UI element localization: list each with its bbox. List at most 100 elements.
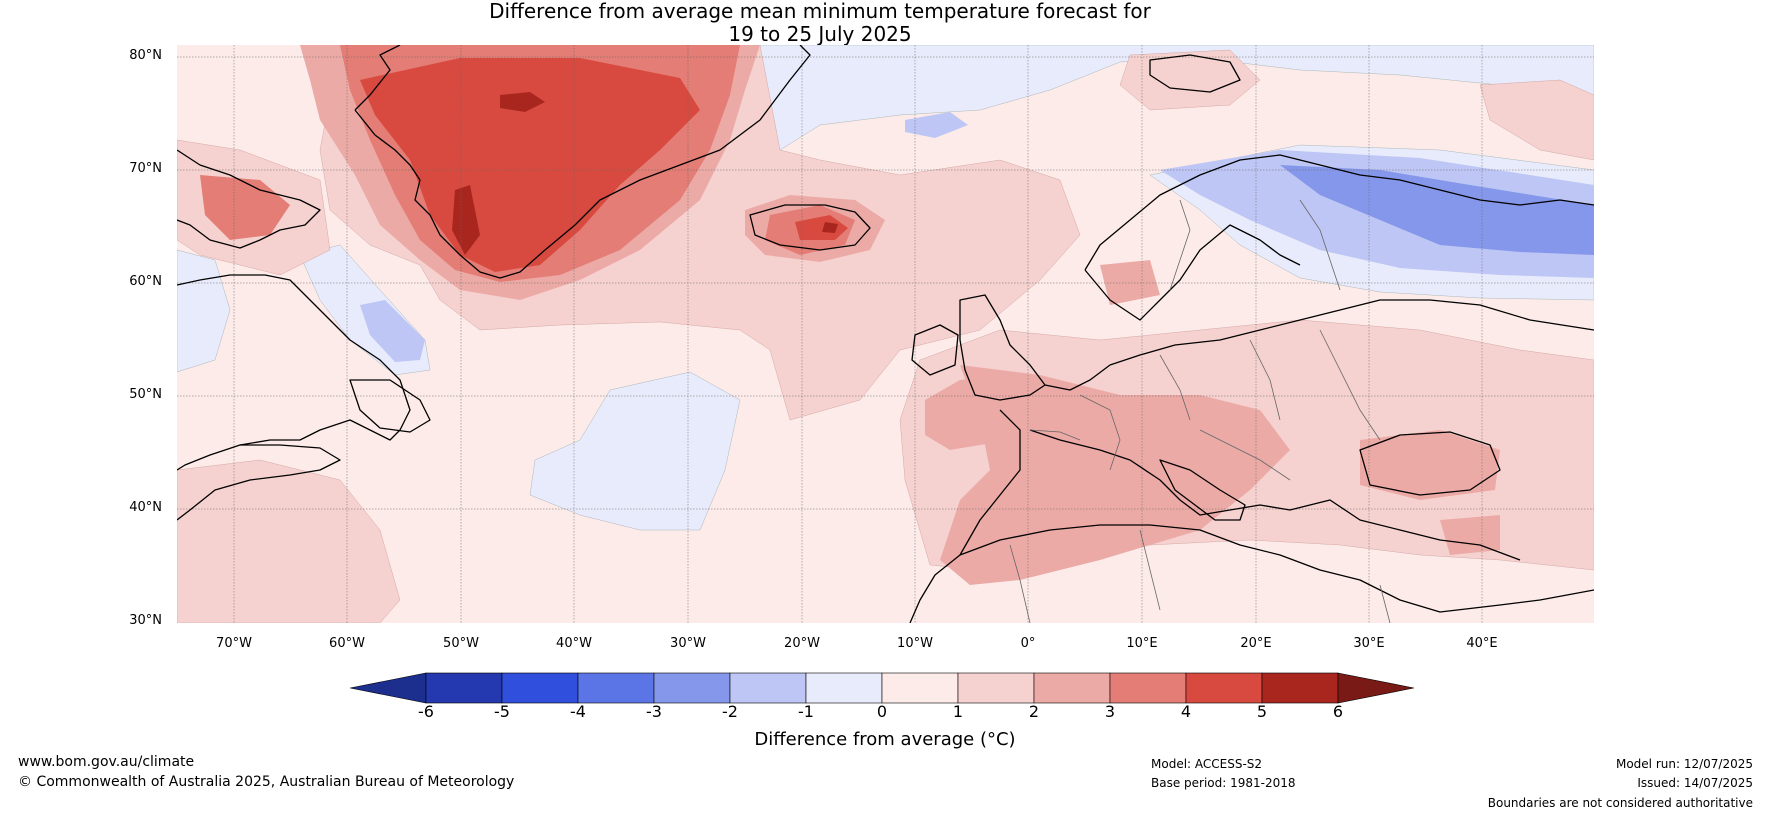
anomaly-zone-norwegian-sea-cool: [905, 112, 968, 138]
coastline-black-sea: [1359, 431, 1501, 496]
border-spain-france: [1029, 429, 1081, 441]
border-balkans: [1199, 429, 1291, 481]
coastline-europe-west: [1044, 299, 1594, 391]
graticule: [177, 45, 1594, 623]
base-period: Base period: 1981-2018: [1151, 776, 1296, 790]
anomaly-zone-labrador-cool: [177, 249, 231, 373]
title-line-1: Difference from average mean minimum tem…: [489, 0, 1151, 23]
anomaly-zone-russia-warm: [1479, 79, 1594, 161]
colorbar-tick-label: -4: [570, 702, 586, 721]
lon-tick-label: 60°W: [329, 636, 365, 651]
colorbar-swatch: [425, 672, 503, 704]
anomaly-zone-scandinavia-cool-strong: [1280, 165, 1594, 255]
coastline-scandinavia-south: [1084, 224, 1301, 321]
anomaly-zone-svalbard-warm: [1119, 49, 1261, 111]
coastline-iceland: [749, 204, 871, 251]
border-libya-egypt: [1379, 584, 1391, 623]
anomaly-zone-greenland-peak: [500, 92, 545, 112]
anomaly-zone-labrador-sea-cool-mid: [360, 300, 425, 362]
colorbar-swatch: [729, 672, 807, 704]
colorbar-swatch: [653, 672, 731, 704]
coastline-labrador: [177, 274, 411, 471]
model-run-date: Model run: 12/07/2025: [1615, 757, 1753, 771]
lon-tick-label: 10°E: [1126, 636, 1158, 651]
coastline-greenland-west: [354, 45, 401, 111]
colorbar-tick-label: -5: [494, 702, 510, 721]
border-poland-east: [1249, 339, 1281, 421]
lat-tick-label: 60°N: [129, 274, 162, 289]
boundaries-disclaimer: Boundaries are not considered authoritat…: [1487, 796, 1753, 810]
colorbar-tick-label: 0: [876, 702, 888, 721]
anomaly-zone-france-warm: [925, 375, 1010, 450]
coastline-newfoundland: [349, 379, 431, 433]
colorbar-tick-label: 4: [1180, 702, 1192, 721]
colorbar: [350, 672, 1415, 704]
border-germany-poland: [1159, 354, 1191, 421]
lon-tick-label: 10°W: [897, 636, 933, 651]
lat-tick-label: 50°N: [129, 387, 162, 402]
lon-tick-label: 30°E: [1353, 636, 1385, 651]
lon-tick-label: 70°W: [216, 636, 252, 651]
country-borders: [1009, 199, 1391, 623]
anomaly-zone-greenland-east-peak: [452, 185, 480, 255]
anomaly-zone-iceland-inner: [795, 215, 848, 240]
model-name: Model: ACCESS-S2: [1151, 757, 1263, 771]
anomaly-zone-turkey-warm: [1440, 515, 1500, 555]
colorbar-tick-label: 1: [952, 702, 964, 721]
colorbar-swatch: [501, 672, 579, 704]
colorbar-swatch: [1109, 672, 1187, 704]
colorbar-extension-high: [1337, 672, 1415, 704]
lon-tick-label: 30°W: [670, 636, 706, 651]
colorbar-tick-label: -6: [418, 702, 434, 721]
lon-tick-label: 40°W: [556, 636, 592, 651]
anomaly-zone-mid-atlantic-cool: [529, 371, 741, 531]
lon-tick-label: 40°E: [1466, 636, 1498, 651]
copyright-notice: © Commonwealth of Australia 2025, Austra…: [18, 774, 515, 790]
website-link[interactable]: www.bom.gov.au/climate: [18, 754, 195, 770]
colorbar-tick-label: 2: [1028, 702, 1040, 721]
coastline-norway-sweden: [1084, 154, 1594, 271]
coastline-svalbard: [1149, 54, 1241, 93]
colorbar-tick-label: 6: [1332, 702, 1344, 721]
anomaly-zone-mediterranean-warm: [940, 365, 1290, 585]
colorbar-label: Difference from average (°C): [754, 729, 1016, 750]
anomaly-zone-black-sea-warm: [1360, 430, 1500, 500]
anomaly-zone-iceland-peak: [822, 222, 838, 233]
lat-tick-label: 80°N: [129, 48, 162, 63]
anomaly-zone-greenland-inner: [360, 58, 700, 272]
border-ukraine-russia: [1319, 329, 1381, 441]
title-line-2: 19 to 25 July 2025: [728, 22, 912, 46]
coastline-ireland: [911, 324, 959, 376]
colorbar-tick-label: -2: [722, 702, 738, 721]
border-finland-russia: [1299, 199, 1341, 291]
coastlines: [177, 45, 1594, 623]
colorbar-swatch: [881, 672, 959, 704]
anomaly-zone-norway-warm: [1100, 260, 1160, 305]
coastline-baffin-island: [177, 149, 321, 249]
colorbar-tick-label: -1: [798, 702, 814, 721]
colorbar-extension-low: [350, 672, 427, 704]
colorbar-swatch: [957, 672, 1035, 704]
border-algeria-tunisia: [1139, 529, 1161, 611]
border-morocco-algeria: [1009, 544, 1031, 623]
border-norway-sweden: [1169, 199, 1191, 291]
coastline-north-africa: [959, 524, 1594, 613]
lon-tick-label: 20°W: [784, 636, 820, 651]
border-france-germany: [1079, 394, 1121, 471]
lon-tick-label: 50°W: [443, 636, 479, 651]
lat-tick-label: 70°N: [129, 161, 162, 176]
lon-tick-label: 20°E: [1240, 636, 1272, 651]
colorbar-swatch: [1261, 672, 1339, 704]
coastline-iberia: [909, 409, 1021, 623]
map-title: Difference from average mean minimum tem…: [0, 0, 1640, 46]
colorbar-swatch: [1185, 672, 1263, 704]
lon-tick-label: 0°: [1020, 636, 1036, 651]
coastline-nova-scotia: [177, 444, 341, 521]
coastline-greenland: [354, 45, 811, 279]
coastline-italy: [1159, 459, 1246, 521]
colorbar-tick-label: -3: [646, 702, 662, 721]
lat-tick-label: 40°N: [129, 500, 162, 515]
colorbar-swatch: [1033, 672, 1111, 704]
lat-tick-label: 30°N: [129, 613, 162, 628]
colorbar-tick-label: 3: [1104, 702, 1116, 721]
